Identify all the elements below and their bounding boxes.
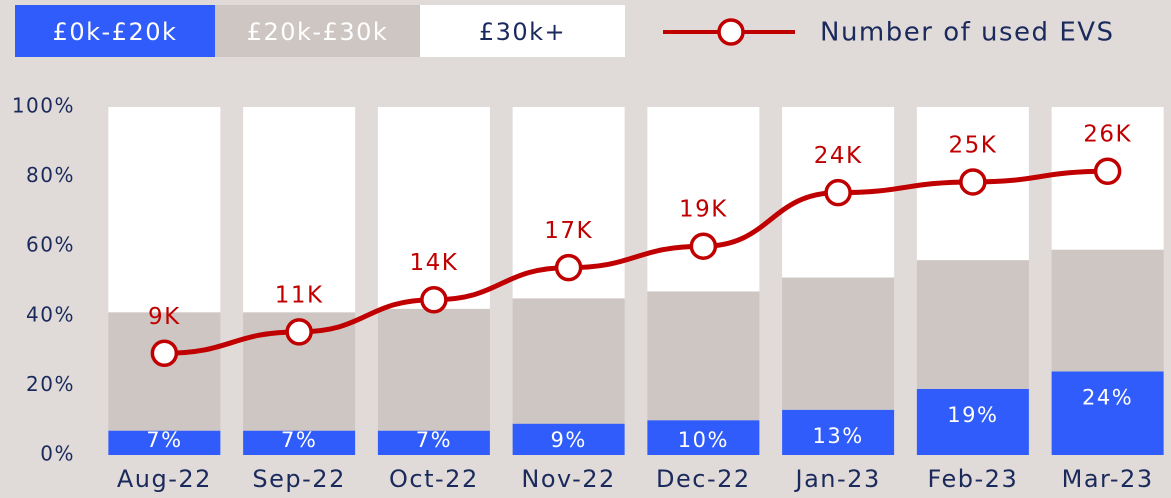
x-tick-label: Oct-22 bbox=[389, 465, 479, 493]
x-tick-label: Dec-22 bbox=[656, 465, 751, 493]
data-label: 10% bbox=[678, 428, 729, 452]
line-label: 17K bbox=[544, 218, 593, 244]
data-label: 19% bbox=[947, 403, 998, 427]
bar-segment bbox=[108, 312, 221, 431]
line-marker bbox=[420, 285, 448, 314]
bar-segment bbox=[916, 260, 1029, 389]
line-marker bbox=[959, 168, 987, 196]
data-label: 13% bbox=[813, 424, 864, 448]
data-label: 7% bbox=[281, 428, 317, 452]
line-marker bbox=[689, 232, 718, 260]
line-marker bbox=[285, 318, 313, 346]
bar-segment bbox=[108, 107, 221, 313]
bar-segment bbox=[377, 430, 490, 455]
line-label: 25K bbox=[948, 132, 997, 158]
bar-segment bbox=[647, 107, 760, 292]
legend-marker bbox=[717, 18, 745, 46]
bar-segment bbox=[243, 107, 356, 313]
legend-swatch bbox=[215, 5, 420, 57]
bar-segment bbox=[1051, 371, 1164, 455]
x-tick-label: Sep-22 bbox=[252, 465, 345, 493]
bar-segment bbox=[916, 388, 1029, 455]
y-tick-label: 60% bbox=[26, 233, 75, 257]
data-label: 9% bbox=[550, 428, 586, 452]
legend-label: Number of used EVS bbox=[820, 18, 1115, 48]
line-label: 26K bbox=[1083, 122, 1132, 148]
bar-segment bbox=[512, 298, 625, 424]
line bbox=[164, 168, 1108, 356]
bar-segment bbox=[108, 430, 221, 455]
x-tick-label: Feb-23 bbox=[928, 465, 1019, 493]
y-tick-label: 0% bbox=[40, 442, 75, 466]
bar-segment bbox=[243, 430, 356, 455]
line-label: 14K bbox=[409, 250, 458, 276]
line-marker bbox=[150, 339, 179, 368]
y-tick-label: 40% bbox=[26, 302, 75, 326]
bar-segment bbox=[1051, 249, 1164, 372]
legend-swatch bbox=[15, 5, 215, 57]
x-tick-label: Mar-23 bbox=[1062, 465, 1154, 493]
data-label: 24% bbox=[1082, 385, 1133, 409]
legend-label: £30k+ bbox=[479, 18, 566, 46]
line-label: 24K bbox=[814, 143, 863, 169]
line-label: 19K bbox=[679, 197, 728, 223]
y-tick-label: 80% bbox=[26, 163, 75, 187]
data-label: 7% bbox=[146, 428, 182, 452]
legend-label: £20k-£30k bbox=[247, 18, 389, 46]
bar-segment bbox=[377, 107, 490, 309]
bar-segment bbox=[512, 423, 625, 455]
line-marker bbox=[824, 178, 852, 207]
x-tick-label: Aug-22 bbox=[117, 465, 212, 493]
bar-segment bbox=[782, 409, 895, 455]
y-tick-label: 100% bbox=[12, 94, 75, 118]
x-tick-label: Jan-23 bbox=[794, 465, 881, 493]
bar-segment bbox=[647, 420, 760, 455]
data-label: 7% bbox=[416, 428, 452, 452]
line-label: 9K bbox=[148, 304, 181, 330]
y-tick-label: 20% bbox=[26, 372, 75, 396]
x-tick-label: Nov-22 bbox=[521, 465, 615, 493]
legend-swatch bbox=[420, 5, 625, 57]
legend-label: £0k-£20k bbox=[53, 18, 178, 46]
bar-segment bbox=[782, 277, 895, 410]
line-label: 11K bbox=[275, 282, 324, 308]
bar-segment bbox=[647, 291, 760, 421]
bar-segment bbox=[377, 308, 490, 431]
line-marker bbox=[554, 253, 583, 282]
line-marker bbox=[1093, 157, 1122, 185]
